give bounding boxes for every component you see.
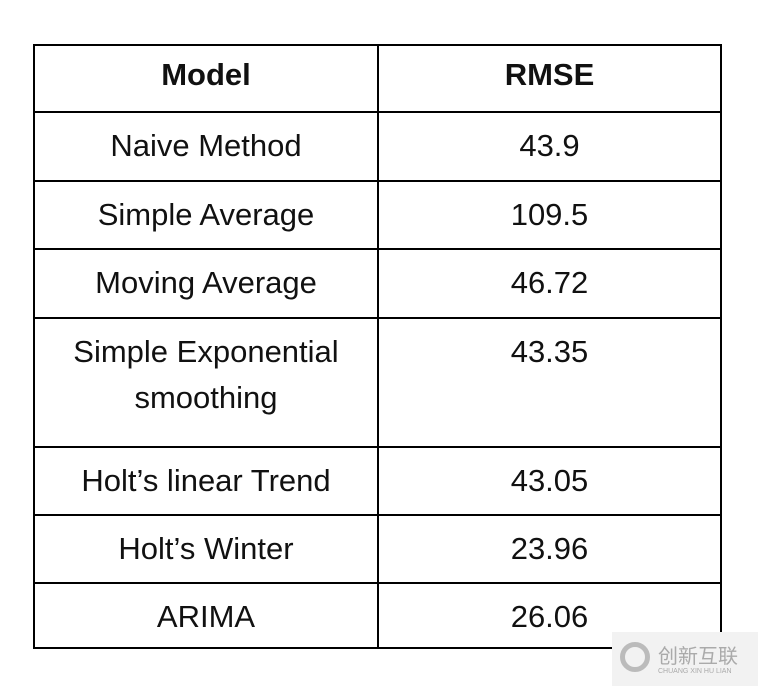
model-cell: Simple Average [33,180,379,250]
watermark: 创新互联 CHUANG XIN HU LIAN [612,632,758,686]
table-row: Simple Exponential smoothing 43.35 [33,317,722,448]
table-row: ARIMA 26.06 [33,582,722,649]
model-cell: Moving Average [33,248,379,319]
model-cell: Holt’s linear Trend [33,446,379,516]
table-row: Moving Average 46.72 [33,248,722,319]
watermark-title: 创新互联 [658,644,738,668]
model-cell: Holt’s Winter [33,514,379,584]
model-cell: Naive Method [33,111,379,182]
rmse-table: Model RMSE Naive Method 43.9 Simple Average… [33,44,722,649]
table-row: Simple Average 109.5 [33,180,722,250]
header-row: Model RMSE [33,44,722,113]
rmse-cell: 109.5 [377,180,722,250]
table-row: Holt’s linear Trend 43.05 [33,446,722,516]
rmse-cell: 43.05 [377,446,722,516]
rmse-cell: 46.72 [377,248,722,319]
table-row: Holt’s Winter 23.96 [33,514,722,584]
watermark-logo [620,642,650,672]
model-cell: Simple Exponential smoothing [33,317,379,448]
rmse-cell: 43.9 [377,111,722,182]
rmse-cell: 43.35 [377,317,722,448]
header-cell: Model [33,44,379,113]
table-row: Naive Method 43.9 [33,111,722,182]
header-cell: RMSE [377,44,722,113]
rmse-cell: 23.96 [377,514,722,584]
watermark-subtitle: CHUANG XIN HU LIAN [658,668,732,675]
model-cell: ARIMA [33,582,379,649]
